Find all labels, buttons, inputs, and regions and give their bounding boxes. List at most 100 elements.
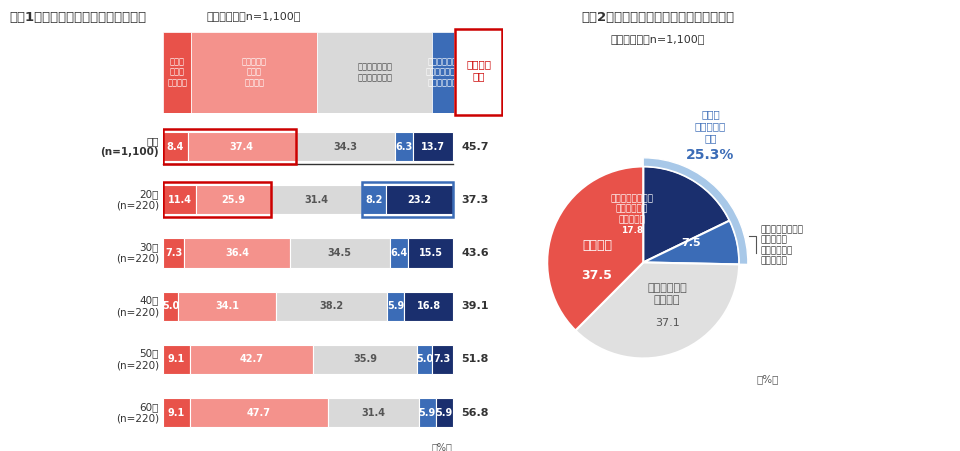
Bar bbox=[432, 345, 453, 374]
Bar bbox=[189, 345, 313, 374]
Text: 37.3: 37.3 bbox=[462, 195, 489, 205]
Bar bbox=[362, 185, 386, 214]
Text: 34.1: 34.1 bbox=[215, 301, 239, 311]
Bar bbox=[387, 292, 404, 321]
Bar bbox=[163, 132, 187, 161]
Text: 施行されたことは
知らないが
法律の内容は
知っている: 施行されたことは 知らないが 法律の内容は 知っている bbox=[760, 225, 804, 265]
Text: 16.8: 16.8 bbox=[417, 301, 441, 311]
Bar bbox=[419, 398, 436, 428]
Text: 15.5: 15.5 bbox=[419, 248, 443, 258]
Text: （単一回答：n=1,100）: （単一回答：n=1,100） bbox=[611, 34, 705, 44]
Text: 5.9: 5.9 bbox=[436, 408, 453, 418]
Bar bbox=[163, 345, 189, 374]
Text: 進める
つもりはない: 進める つもりはない bbox=[462, 62, 492, 82]
Text: 7.5: 7.5 bbox=[682, 238, 701, 248]
Bar bbox=[184, 239, 290, 267]
Bar bbox=[163, 185, 196, 214]
Text: 42.7: 42.7 bbox=[239, 354, 263, 364]
Text: 施行されたことも
法律の内容も
知っている
17.8: 施行されたことも 法律の内容も 知っている 17.8 bbox=[611, 194, 653, 235]
Text: 60代
(n=220): 60代 (n=220) bbox=[116, 402, 158, 423]
Text: 聴いたことが
ある程度

37.1: 聴いたことが ある程度 37.1 bbox=[647, 283, 687, 328]
Bar bbox=[163, 292, 178, 321]
Wedge shape bbox=[547, 166, 643, 331]
Text: 34.5: 34.5 bbox=[327, 248, 351, 258]
Text: 熱心に
進めて
いきたい: 熱心に 進めて いきたい bbox=[167, 57, 187, 87]
Text: 50代
(n=220): 50代 (n=220) bbox=[116, 349, 158, 370]
Bar bbox=[163, 183, 272, 217]
Text: （%）: （%） bbox=[756, 375, 780, 385]
Bar bbox=[163, 129, 296, 164]
Text: 47.7: 47.7 bbox=[247, 408, 271, 418]
Text: 36.4: 36.4 bbox=[225, 248, 249, 258]
Bar bbox=[296, 132, 396, 161]
Text: 5.0: 5.0 bbox=[416, 354, 433, 364]
Text: 56.8: 56.8 bbox=[462, 408, 489, 418]
Text: ＜図2＞プラスチック資源循環法の認知度: ＜図2＞プラスチック資源循環法の認知度 bbox=[581, 11, 734, 24]
Text: 23.2: 23.2 bbox=[408, 195, 432, 205]
Bar bbox=[163, 32, 191, 113]
Bar bbox=[163, 239, 184, 267]
Bar bbox=[272, 185, 362, 214]
Text: 8.4: 8.4 bbox=[167, 142, 184, 152]
Text: 40代
(n=220): 40代 (n=220) bbox=[116, 295, 158, 317]
Text: 全体
(n=1,100): 全体 (n=1,100) bbox=[100, 136, 158, 157]
Bar bbox=[408, 239, 453, 267]
Text: 知らない

37.5: 知らない 37.5 bbox=[582, 239, 612, 282]
Text: 25.9: 25.9 bbox=[222, 195, 246, 205]
Bar bbox=[276, 292, 387, 321]
Bar bbox=[436, 398, 453, 428]
Wedge shape bbox=[643, 158, 748, 264]
Text: 進めたい
・計: 進めたい ・計 bbox=[467, 60, 492, 81]
Bar bbox=[453, 32, 499, 113]
Bar bbox=[178, 292, 276, 321]
Wedge shape bbox=[575, 262, 739, 359]
Bar bbox=[432, 32, 453, 113]
Bar bbox=[414, 132, 453, 161]
Text: 5.9: 5.9 bbox=[387, 301, 404, 311]
Text: 39.1: 39.1 bbox=[462, 301, 489, 311]
Text: 5.0: 5.0 bbox=[162, 301, 180, 311]
Text: 自分に関係が
なさそうなので
多分進めない: 自分に関係が なさそうなので 多分進めない bbox=[425, 57, 461, 87]
Bar bbox=[313, 345, 418, 374]
Bar bbox=[163, 398, 189, 428]
Bar bbox=[327, 398, 419, 428]
Bar bbox=[187, 132, 296, 161]
Text: 43.6: 43.6 bbox=[462, 248, 490, 258]
Text: できるだけ
進めて
いきたい: できるだけ 進めて いきたい bbox=[242, 57, 267, 87]
Text: 51.8: 51.8 bbox=[462, 354, 489, 364]
Text: 31.4: 31.4 bbox=[304, 195, 328, 205]
Bar bbox=[404, 292, 453, 321]
Text: 6.3: 6.3 bbox=[396, 142, 413, 152]
Text: 7.3: 7.3 bbox=[165, 248, 182, 258]
Bar bbox=[196, 185, 272, 214]
Text: 11.4: 11.4 bbox=[168, 195, 192, 205]
Bar bbox=[191, 32, 317, 113]
Text: 25.3%: 25.3% bbox=[686, 148, 734, 162]
Bar bbox=[390, 239, 408, 267]
Text: （%）: （%） bbox=[432, 442, 453, 451]
Text: 内容を
知っている
・計: 内容を 知っている ・計 bbox=[695, 110, 726, 143]
Text: ＜図1＞　脱プラスチックの推進意識: ＜図1＞ 脱プラスチックの推進意識 bbox=[10, 11, 147, 24]
Text: 45.7: 45.7 bbox=[462, 142, 489, 152]
Wedge shape bbox=[643, 166, 730, 262]
Bar bbox=[362, 183, 453, 217]
Text: 30代
(n=220): 30代 (n=220) bbox=[116, 242, 158, 264]
Bar bbox=[386, 185, 453, 214]
Text: 37.4: 37.4 bbox=[229, 142, 253, 152]
Wedge shape bbox=[643, 221, 739, 264]
Bar bbox=[290, 239, 390, 267]
Text: 8.2: 8.2 bbox=[366, 195, 383, 205]
Text: 9.1: 9.1 bbox=[168, 408, 185, 418]
Text: 6.4: 6.4 bbox=[391, 248, 408, 258]
Bar bbox=[396, 132, 414, 161]
Text: 34.3: 34.3 bbox=[333, 142, 357, 152]
Text: 20代
(n=220): 20代 (n=220) bbox=[116, 189, 158, 211]
Text: 9.1: 9.1 bbox=[168, 354, 185, 364]
Text: 周りに合わせて
様子を見ながら: 周りに合わせて 様子を見ながら bbox=[357, 62, 393, 82]
Bar bbox=[418, 345, 432, 374]
Text: 13.7: 13.7 bbox=[421, 142, 445, 152]
Text: 38.2: 38.2 bbox=[320, 301, 344, 311]
Bar bbox=[317, 32, 432, 113]
Text: 7.3: 7.3 bbox=[434, 354, 451, 364]
Text: （単一回答：n=1,100）: （単一回答：n=1,100） bbox=[206, 11, 300, 21]
